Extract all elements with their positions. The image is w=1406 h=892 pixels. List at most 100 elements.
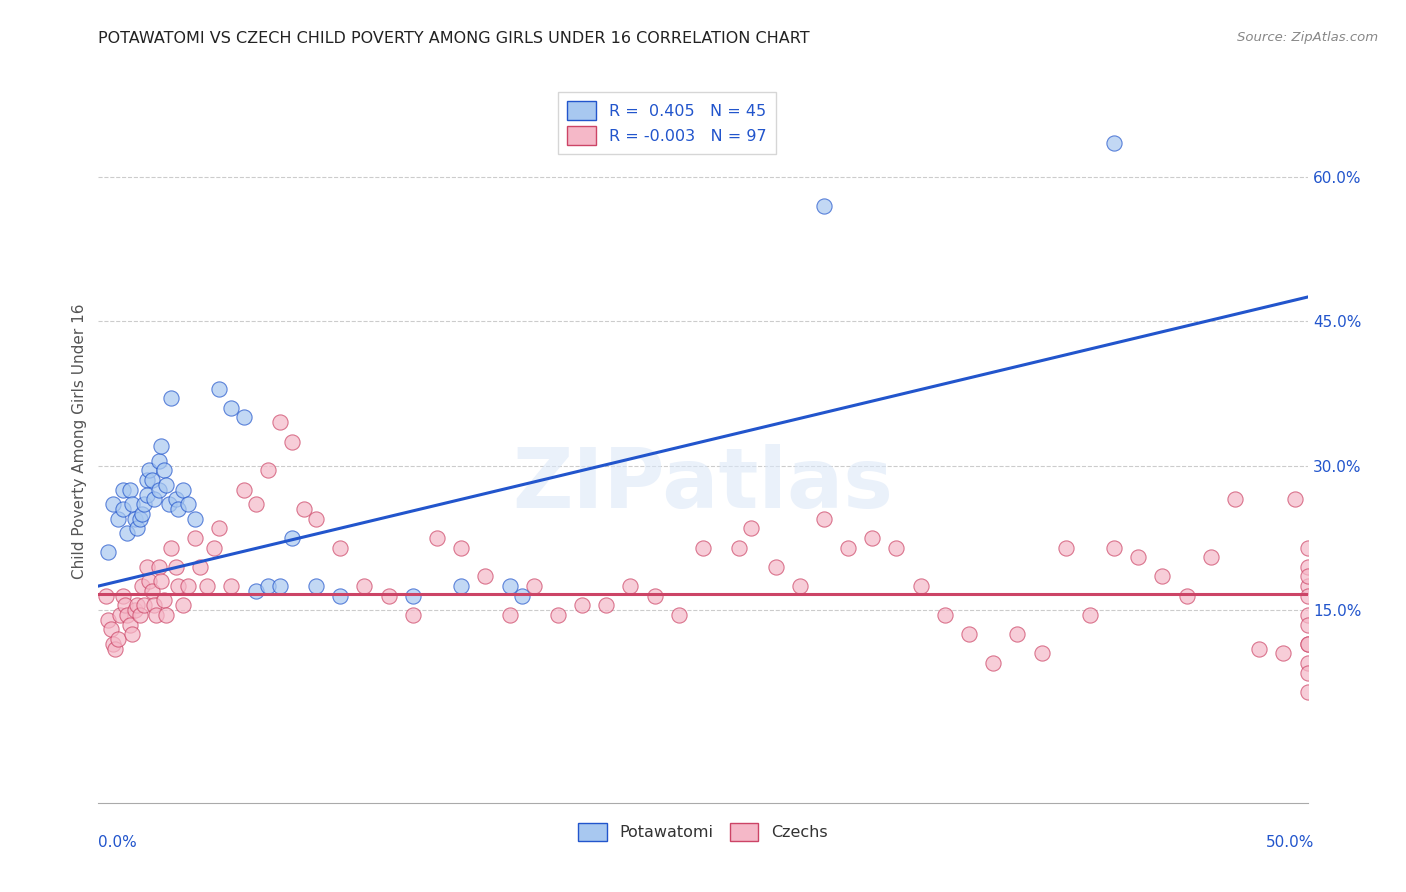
Legend: Potawatomi, Czechs: Potawatomi, Czechs [571, 814, 835, 849]
Point [957, 627, 980, 641]
Point [221, 401, 243, 415]
Point [498, 579, 520, 593]
Point [1054, 541, 1077, 555]
Point [155, 607, 177, 622]
Point [813, 511, 835, 525]
Point [128, 511, 150, 525]
Point [121, 627, 143, 641]
Point [165, 492, 187, 507]
Point [1031, 647, 1053, 661]
Point [121, 497, 143, 511]
Point [160, 541, 183, 555]
Point [510, 589, 533, 603]
Point [498, 607, 520, 622]
Point [188, 559, 211, 574]
Point [128, 607, 150, 622]
Point [547, 607, 569, 622]
Point [100, 623, 122, 637]
Point [148, 559, 170, 574]
Point [1102, 541, 1125, 555]
Point [728, 541, 751, 555]
Point [450, 541, 472, 555]
Point [256, 463, 278, 477]
Point [195, 579, 218, 593]
Text: 50.0%: 50.0% [1267, 836, 1315, 850]
Point [281, 531, 304, 545]
Point [1199, 550, 1222, 565]
Point [1102, 136, 1125, 150]
Point [101, 637, 124, 651]
Point [141, 473, 163, 487]
Point [329, 541, 352, 555]
Point [208, 382, 231, 396]
Point [167, 579, 190, 593]
Point [402, 589, 425, 603]
Point [232, 483, 254, 497]
Point [177, 497, 200, 511]
Point [101, 497, 124, 511]
Point [1128, 550, 1150, 565]
Point [1152, 569, 1174, 583]
Point [184, 511, 207, 525]
Point [474, 569, 496, 583]
Point [111, 502, 134, 516]
Point [221, 579, 243, 593]
Point [740, 521, 762, 535]
Point [934, 607, 956, 622]
Point [1296, 637, 1319, 651]
Point [104, 641, 127, 656]
Point [114, 599, 136, 613]
Point [97, 613, 120, 627]
Point [1296, 569, 1319, 583]
Point [571, 599, 593, 613]
Point [117, 526, 139, 541]
Point [148, 454, 170, 468]
Text: POTAWATOMI VS CZECH CHILD POVERTY AMONG GIRLS UNDER 16 CORRELATION CHART: POTAWATOMI VS CZECH CHILD POVERTY AMONG … [98, 31, 810, 46]
Point [426, 531, 449, 545]
Point [813, 198, 835, 212]
Point [305, 511, 328, 525]
Point [177, 579, 200, 593]
Point [1296, 559, 1319, 574]
Point [118, 617, 141, 632]
Point [860, 531, 883, 545]
Point [377, 589, 399, 603]
Point [97, 545, 120, 559]
Point [141, 583, 163, 598]
Point [107, 511, 129, 525]
Point [789, 579, 811, 593]
Point [1296, 541, 1319, 555]
Point [135, 487, 157, 501]
Point [1223, 492, 1246, 507]
Point [886, 541, 908, 555]
Point [135, 559, 157, 574]
Point [523, 579, 546, 593]
Point [118, 483, 141, 497]
Point [329, 589, 352, 603]
Point [172, 483, 194, 497]
Point [1296, 617, 1319, 632]
Point [1296, 665, 1319, 680]
Point [155, 478, 177, 492]
Point [1007, 627, 1029, 641]
Point [1296, 637, 1319, 651]
Point [292, 502, 315, 516]
Point [165, 559, 187, 574]
Point [245, 497, 267, 511]
Point [281, 434, 304, 449]
Point [124, 511, 146, 525]
Text: 0.0%: 0.0% [98, 836, 138, 850]
Point [152, 463, 174, 477]
Point [1296, 656, 1319, 670]
Point [837, 541, 859, 555]
Point [117, 607, 139, 622]
Point [172, 599, 194, 613]
Point [1272, 647, 1295, 661]
Point [232, 410, 254, 425]
Point [138, 463, 160, 477]
Point [644, 589, 666, 603]
Point [143, 599, 166, 613]
Point [107, 632, 129, 646]
Point [94, 589, 117, 603]
Point [157, 497, 180, 511]
